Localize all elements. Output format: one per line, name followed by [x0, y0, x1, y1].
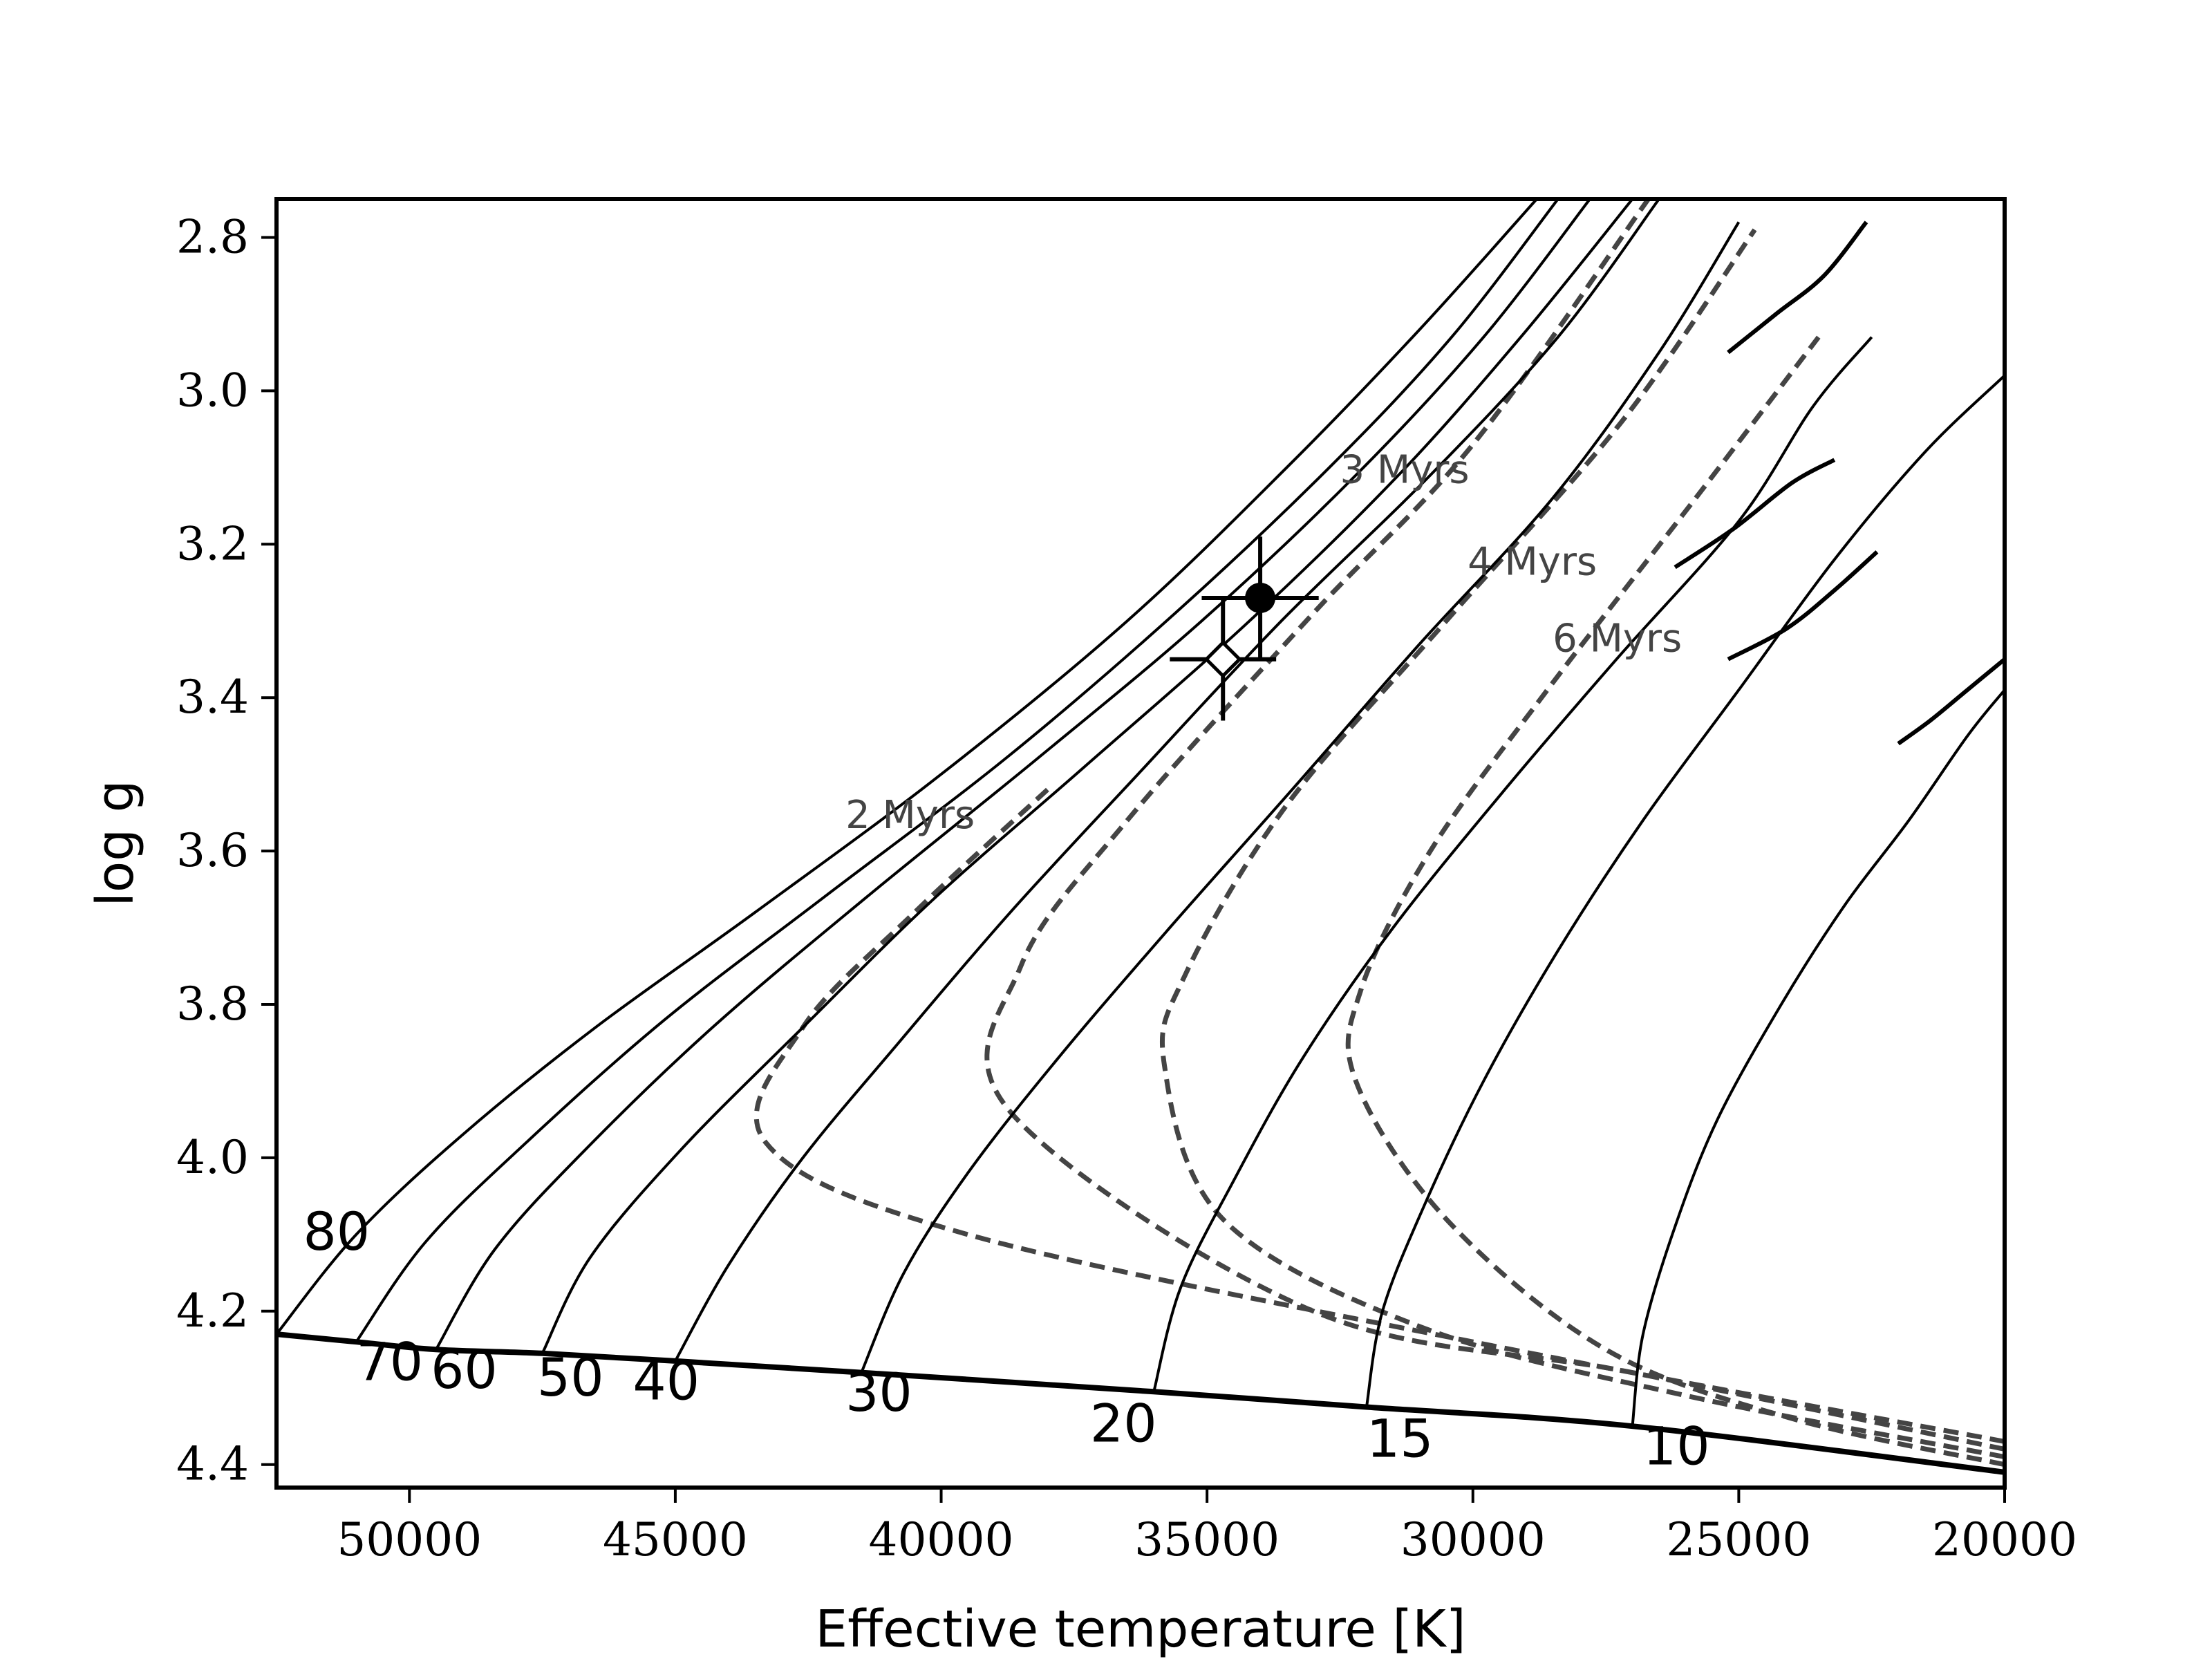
axes: 50000 45000 40000 35000 30000 25000 20000 2.8 3.… [176, 210, 2077, 1566]
isochrone-label: 4 Myrs [1468, 540, 1597, 585]
isochrone-label: 2 Myrs [845, 793, 975, 838]
mass-label: 80 [303, 1201, 370, 1262]
y-tick-label: 3.6 [176, 824, 249, 877]
label-layer: 2 Myrs 3 Myrs 4 Myrs 6 Myrs 80 70 60 50 40 30 20 15… [303, 448, 1709, 1477]
observation-point-1 [1170, 597, 1277, 721]
x-tick-label: 45000 [603, 1513, 748, 1566]
track-line-70 [355, 199, 1559, 1343]
track-line-80 [276, 199, 1538, 1335]
y-tick-label: 3.4 [176, 671, 249, 724]
filled-circle-marker [1245, 582, 1276, 613]
track-hook-2 [1727, 550, 1879, 662]
mass-label: 40 [632, 1350, 700, 1412]
x-tick-label: 20000 [1932, 1513, 2077, 1566]
plot-frame [274, 197, 2007, 1490]
y-tick-label: 4.0 [176, 1131, 249, 1184]
x-tick-label: 25000 [1666, 1513, 1811, 1566]
mass-label: 30 [845, 1362, 912, 1423]
isochrone-line-1 [984, 199, 2005, 1452]
x-axis-label: Effective temperature [K] [815, 1600, 1465, 1659]
track-line-15 [1365, 374, 2005, 1407]
track-hook-3 [1897, 657, 2005, 746]
mass-label: 60 [431, 1339, 498, 1400]
y-tick-label: 4.4 [176, 1438, 249, 1491]
mass-label: 10 [1643, 1416, 1710, 1477]
plot-area [276, 199, 2005, 1475]
y-tick-label: 3.2 [176, 517, 249, 570]
track-line-50 [541, 199, 1634, 1354]
y-tick-label: 2.8 [176, 210, 249, 263]
isochrone-label: 3 Myrs [1340, 448, 1469, 493]
track-line-60 [435, 199, 1591, 1351]
mass-label: 70 [356, 1331, 423, 1393]
x-tick-label: 50000 [337, 1513, 482, 1566]
y-tick-label: 4.2 [176, 1284, 249, 1338]
isochrone-line-2 [1159, 228, 2005, 1460]
isochrone-line-3 [1345, 335, 2005, 1468]
track-line-10 [1631, 688, 2005, 1427]
x-tick-label: 30000 [1400, 1513, 1546, 1566]
track-hook-0 [1727, 221, 1868, 355]
y-axis-label: log g [86, 780, 145, 906]
track-line-20 [1152, 336, 1873, 1392]
track-line-40 [674, 199, 1660, 1362]
observation-point-0 [1201, 536, 1319, 659]
track-hook-1 [1674, 458, 1836, 570]
y-tick-label: 3.8 [176, 977, 249, 1031]
zams-line [276, 1331, 2005, 1475]
track-line-30 [860, 221, 1741, 1374]
open-diamond-marker [1203, 640, 1242, 679]
mass-label: 20 [1090, 1392, 1157, 1454]
x-tick-label: 35000 [1134, 1513, 1280, 1566]
mass-label: 15 [1367, 1408, 1434, 1470]
mass-label: 50 [537, 1347, 604, 1408]
isochrone-label: 6 Myrs [1553, 617, 1682, 662]
y-tick-label: 3.0 [176, 364, 249, 417]
isochrone-line-0 [753, 787, 2005, 1444]
x-tick-label: 40000 [869, 1513, 1014, 1566]
